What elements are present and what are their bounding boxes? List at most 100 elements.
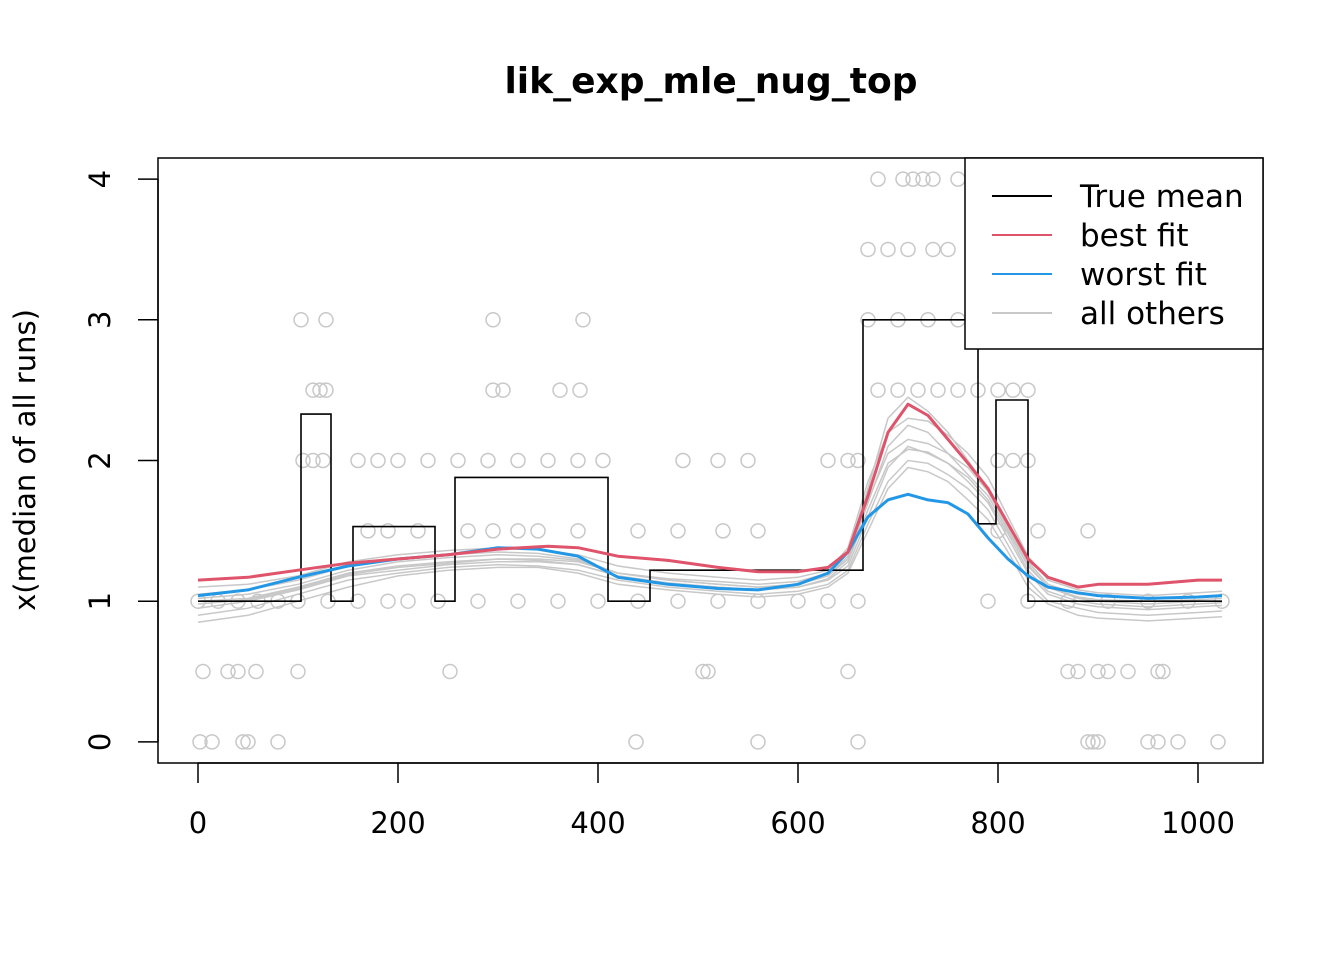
data-point-84: [510, 452, 526, 469]
legend-label-0: True mean: [1079, 179, 1244, 215]
data-point-44: [550, 593, 566, 609]
best-fit-line: [197, 402, 1222, 589]
data-point-2: [235, 734, 251, 750]
data-point-99: [318, 382, 334, 398]
y-tick-label-1: 1: [83, 592, 117, 610]
data-point-62: [570, 523, 586, 539]
x-tick-label-800: 800: [970, 806, 1025, 840]
data-point-13: [1170, 734, 1186, 750]
data-point-88: [675, 452, 691, 469]
data-point-129: [915, 171, 931, 187]
data-point-95: [1005, 452, 1021, 469]
data-point-113: [293, 312, 309, 328]
data-point-60: [485, 523, 501, 539]
data-point-85: [540, 452, 556, 469]
data-point-6: [750, 734, 766, 750]
scatter-points: [190, 171, 1230, 750]
data-point-104: [870, 382, 886, 398]
data-point-78: [350, 452, 366, 469]
data-point-63: [630, 523, 646, 539]
other-fit-line-2: [197, 396, 1223, 600]
y-tick-label-4: 4: [83, 170, 117, 188]
data-point-22: [700, 663, 716, 680]
data-point-94: [990, 452, 1006, 469]
data-point-48: [710, 593, 726, 609]
data-point-16: [220, 663, 236, 680]
data-point-111: [1005, 382, 1021, 398]
data-point-115: [485, 312, 501, 328]
data-point-18: [248, 663, 264, 680]
data-point-97: [305, 382, 321, 398]
data-point-7: [850, 734, 866, 750]
x-tick-label-400: 400: [570, 806, 625, 840]
data-point-103: [572, 382, 588, 398]
data-point-8: [1080, 734, 1096, 750]
data-point-79: [370, 452, 386, 469]
x-axis: 0 200 400 600 800 1000: [189, 762, 1235, 840]
data-point-107: [930, 382, 946, 398]
data-point-53: [980, 593, 996, 609]
data-point-112: [1020, 382, 1036, 398]
data-point-105: [890, 382, 906, 398]
data-point-130: [925, 171, 941, 187]
data-point-25: [1070, 663, 1086, 680]
chart-title: lik_exp_mle_nug_top: [504, 61, 917, 102]
data-point-5: [628, 734, 644, 750]
data-point-23: [840, 663, 856, 680]
data-point-83: [480, 452, 496, 469]
data-point-87: [595, 452, 611, 469]
data-point-47: [670, 593, 686, 609]
other-fit-line-1: [197, 445, 1223, 611]
data-point-30: [1155, 663, 1171, 680]
data-point-114: [318, 312, 334, 328]
data-point-75: [295, 452, 311, 469]
y-tick-label-2: 2: [83, 451, 117, 469]
data-point-90: [740, 452, 756, 469]
y-tick-label-0: 0: [83, 733, 117, 751]
data-point-106: [910, 382, 926, 398]
data-point-74: [510, 523, 526, 539]
series-lines: [197, 319, 1223, 624]
data-point-71: [380, 523, 396, 539]
data-point-52: [850, 593, 866, 609]
data-point-67: [990, 523, 1006, 539]
data-point-40: [400, 593, 416, 609]
data-point-92: [840, 452, 856, 469]
data-point-68: [1030, 523, 1046, 539]
x-tick-label-200: 200: [370, 806, 425, 840]
data-point-65: [715, 523, 731, 539]
data-point-70: [360, 523, 376, 539]
data-point-125: [940, 241, 956, 258]
x-tick-label-1000: 1000: [1161, 806, 1235, 840]
data-point-101: [495, 382, 511, 398]
data-point-26: [1090, 663, 1106, 680]
data-point-24: [1060, 663, 1076, 680]
data-point-73: [460, 523, 476, 539]
data-point-81: [420, 452, 436, 469]
legend-label-1: best fit: [1080, 218, 1189, 254]
data-point-51: [820, 593, 836, 609]
data-point-108: [950, 382, 966, 398]
x-tick-label-0: 0: [189, 806, 207, 840]
y-axis-label: x(median of all runs): [8, 309, 42, 611]
data-point-128: [905, 171, 921, 187]
data-point-76: [305, 452, 321, 469]
data-point-64: [670, 523, 686, 539]
data-point-110: [990, 382, 1006, 398]
data-point-122: [880, 241, 896, 258]
data-point-82: [450, 452, 466, 469]
data-point-116: [575, 312, 591, 328]
data-point-43: [510, 593, 526, 609]
data-point-91: [820, 452, 836, 469]
data-point-124: [925, 241, 941, 258]
data-point-89: [710, 452, 726, 469]
data-point-123: [900, 241, 916, 258]
data-point-50: [790, 593, 806, 609]
data-point-1: [204, 734, 220, 750]
data-point-0: [192, 734, 208, 750]
data-point-20: [442, 663, 458, 680]
data-point-17: [230, 663, 246, 680]
data-point-102: [552, 382, 568, 398]
data-point-61: [530, 523, 546, 539]
data-point-42: [470, 593, 486, 609]
